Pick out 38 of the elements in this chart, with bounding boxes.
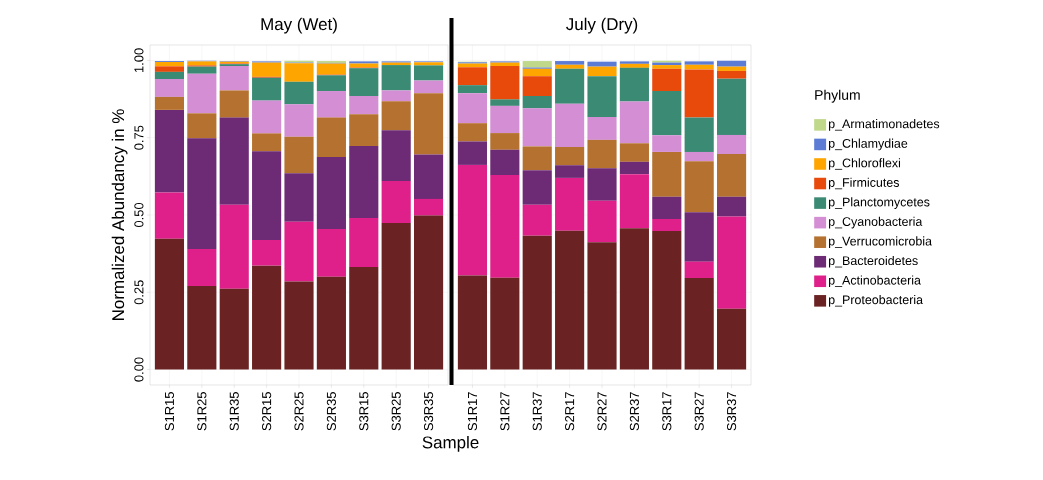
y-tick-label: 0.00 — [134, 357, 144, 382]
x-tick-label: S1R15 — [164, 392, 175, 431]
x-tick-label: S3R37 — [726, 392, 737, 431]
x-tick-label: S3R15 — [359, 392, 369, 431]
legend-label: p_Bacteroidetes — [828, 255, 918, 268]
y-axis-title: Normalized Abundancy in % — [111, 109, 128, 320]
x-tick-label: S1R27 — [500, 392, 510, 431]
legend-label: p_Firmicutes — [828, 177, 900, 190]
legend-label: p_Verrucomicrobia — [828, 236, 932, 248]
x-tick-label: S1R37 — [532, 392, 542, 431]
x-tick-label: S2R17 — [565, 392, 575, 431]
x-tick-label: S2R37 — [629, 392, 639, 431]
x-tick-label: S2R27 — [597, 392, 607, 431]
legend-title: Phylum — [815, 89, 860, 103]
legend-label: p_Planctomycetes — [828, 197, 930, 209]
y-tick-label: 0.25 — [134, 280, 144, 305]
x-axis-title: Sample — [422, 435, 479, 452]
x-tick-label: S2R35 — [326, 392, 336, 431]
legend-label: p_Proteobacteria — [828, 295, 924, 307]
chart-title: May (Wet) — [261, 17, 337, 34]
x-tick-label: S1R35 — [229, 392, 239, 431]
legend-label: p_Chloroflexi — [828, 158, 901, 170]
legend-label: p_Cyanobacteria — [828, 216, 923, 229]
x-tick-label: S2R25 — [294, 392, 304, 431]
legend-label: p_Armatimonadetes — [828, 119, 940, 131]
x-tick-label: S1R17 — [467, 392, 478, 431]
y-tick-label: 1.00 — [134, 48, 144, 73]
y-tick-label: 0.75 — [134, 125, 144, 150]
chart-title: July (Dry) — [566, 17, 638, 34]
x-tick-label: S3R35 — [423, 392, 434, 431]
y-tick-label: 0.50 — [134, 202, 144, 228]
x-tick-label: S3R27 — [694, 392, 704, 431]
x-tick-label: S1R25 — [197, 392, 207, 431]
x-tick-label: S3R25 — [391, 392, 401, 431]
x-tick-label: S2R15 — [262, 392, 272, 431]
x-tick-label: S3R17 — [662, 392, 672, 431]
legend-label: p_Actinobacteria — [828, 275, 921, 288]
legend-label: p_Chlamydiae — [828, 138, 908, 151]
